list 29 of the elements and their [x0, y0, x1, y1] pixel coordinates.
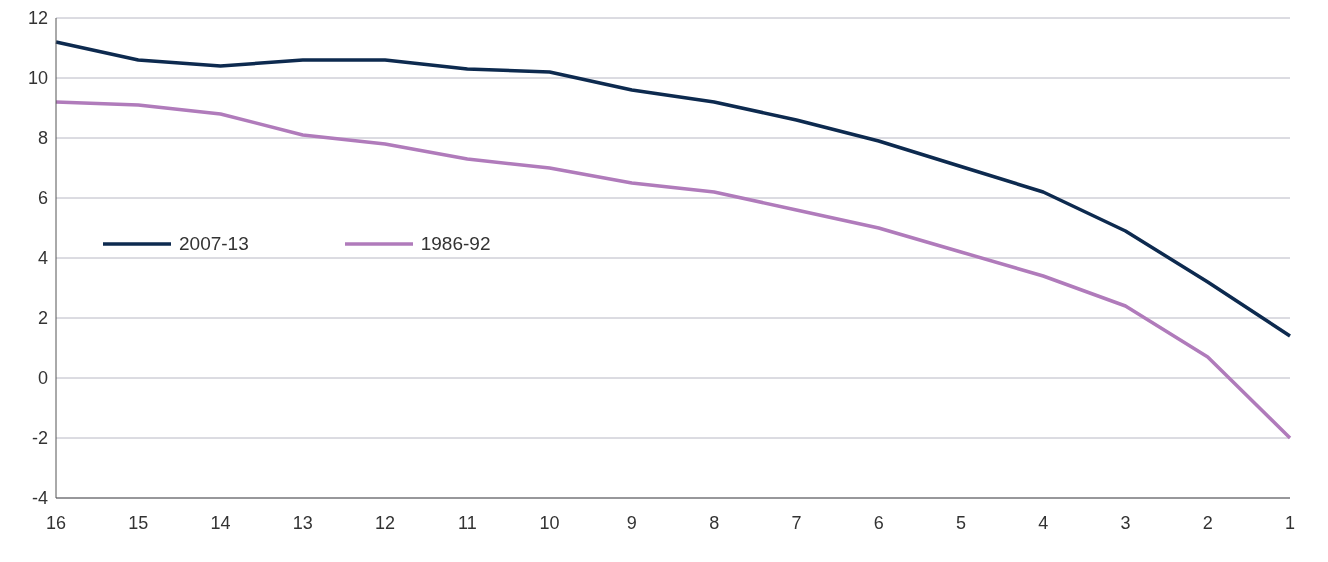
line-series: [54, 100, 1292, 440]
x-tick-label: 12: [375, 512, 396, 533]
y-tick-label: -4: [31, 488, 48, 509]
y-tick-label: 4: [37, 248, 48, 269]
legend-label: 1986-92: [420, 233, 491, 255]
x-tick-label: 8: [709, 512, 720, 533]
x-tick-label: 2: [1202, 512, 1213, 533]
x-tick-label: 7: [791, 512, 802, 533]
line-series: [54, 40, 1292, 338]
x-tick-label: 5: [955, 512, 966, 533]
y-tick-label: -2: [31, 428, 48, 449]
x-tick-label: 10: [539, 512, 560, 533]
x-tick-label: 9: [626, 512, 637, 533]
y-tick-label: 6: [37, 188, 48, 209]
x-tick-label: 13: [292, 512, 313, 533]
x-tick-label: 4: [1038, 512, 1049, 533]
y-tick-label: 0: [37, 368, 48, 389]
y-tick-label: 2: [37, 308, 48, 329]
x-tick-label: 14: [210, 512, 231, 533]
x-tick-label: 16: [45, 512, 67, 533]
y-tick-label: 8: [37, 128, 48, 149]
y-tick-label: 10: [27, 68, 48, 89]
x-tick-label: 3: [1120, 512, 1131, 533]
x-tick-label: 11: [457, 512, 477, 533]
x-tick-label: 1: [1284, 512, 1296, 533]
y-tick-label: 12: [27, 8, 48, 29]
x-tick-label: 6: [873, 512, 884, 533]
x-tick-label: 15: [128, 512, 149, 533]
legend-label: 2007-13: [179, 233, 249, 255]
